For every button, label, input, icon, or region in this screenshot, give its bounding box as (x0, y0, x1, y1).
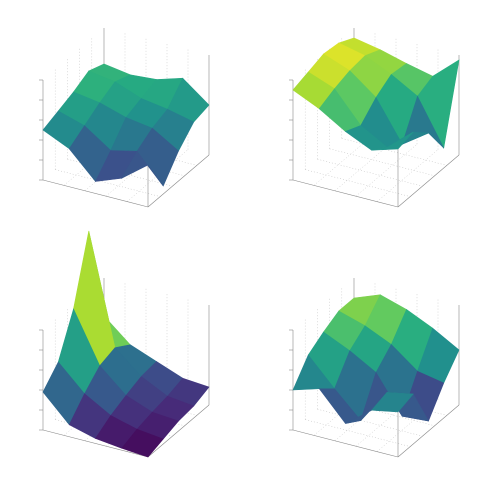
x-axis (42, 179, 149, 208)
floor-grid (376, 149, 439, 202)
x-axis (292, 429, 399, 458)
y-axis (147, 404, 210, 458)
floor-grid (305, 169, 411, 197)
floor-grid (355, 144, 418, 197)
x-axis (42, 429, 149, 458)
floor-grid (126, 149, 189, 202)
y-axis (397, 404, 460, 458)
surface-cell (121, 150, 164, 187)
floor-grid (341, 138, 447, 166)
floor-grid (317, 408, 423, 437)
surface-plot (289, 28, 460, 208)
x-axis (292, 179, 399, 208)
surface-plot (39, 28, 210, 208)
floor-grid (317, 158, 423, 187)
surface-cell (371, 131, 414, 151)
surface-cell (121, 428, 164, 458)
surface-plot (289, 278, 460, 458)
y-axis (147, 154, 210, 208)
surface-plot (39, 230, 210, 458)
floor-grid (329, 148, 435, 177)
y-axis (397, 154, 460, 208)
surface-cell (371, 391, 414, 413)
floor-grid (305, 419, 411, 447)
floor-grid (55, 169, 161, 197)
